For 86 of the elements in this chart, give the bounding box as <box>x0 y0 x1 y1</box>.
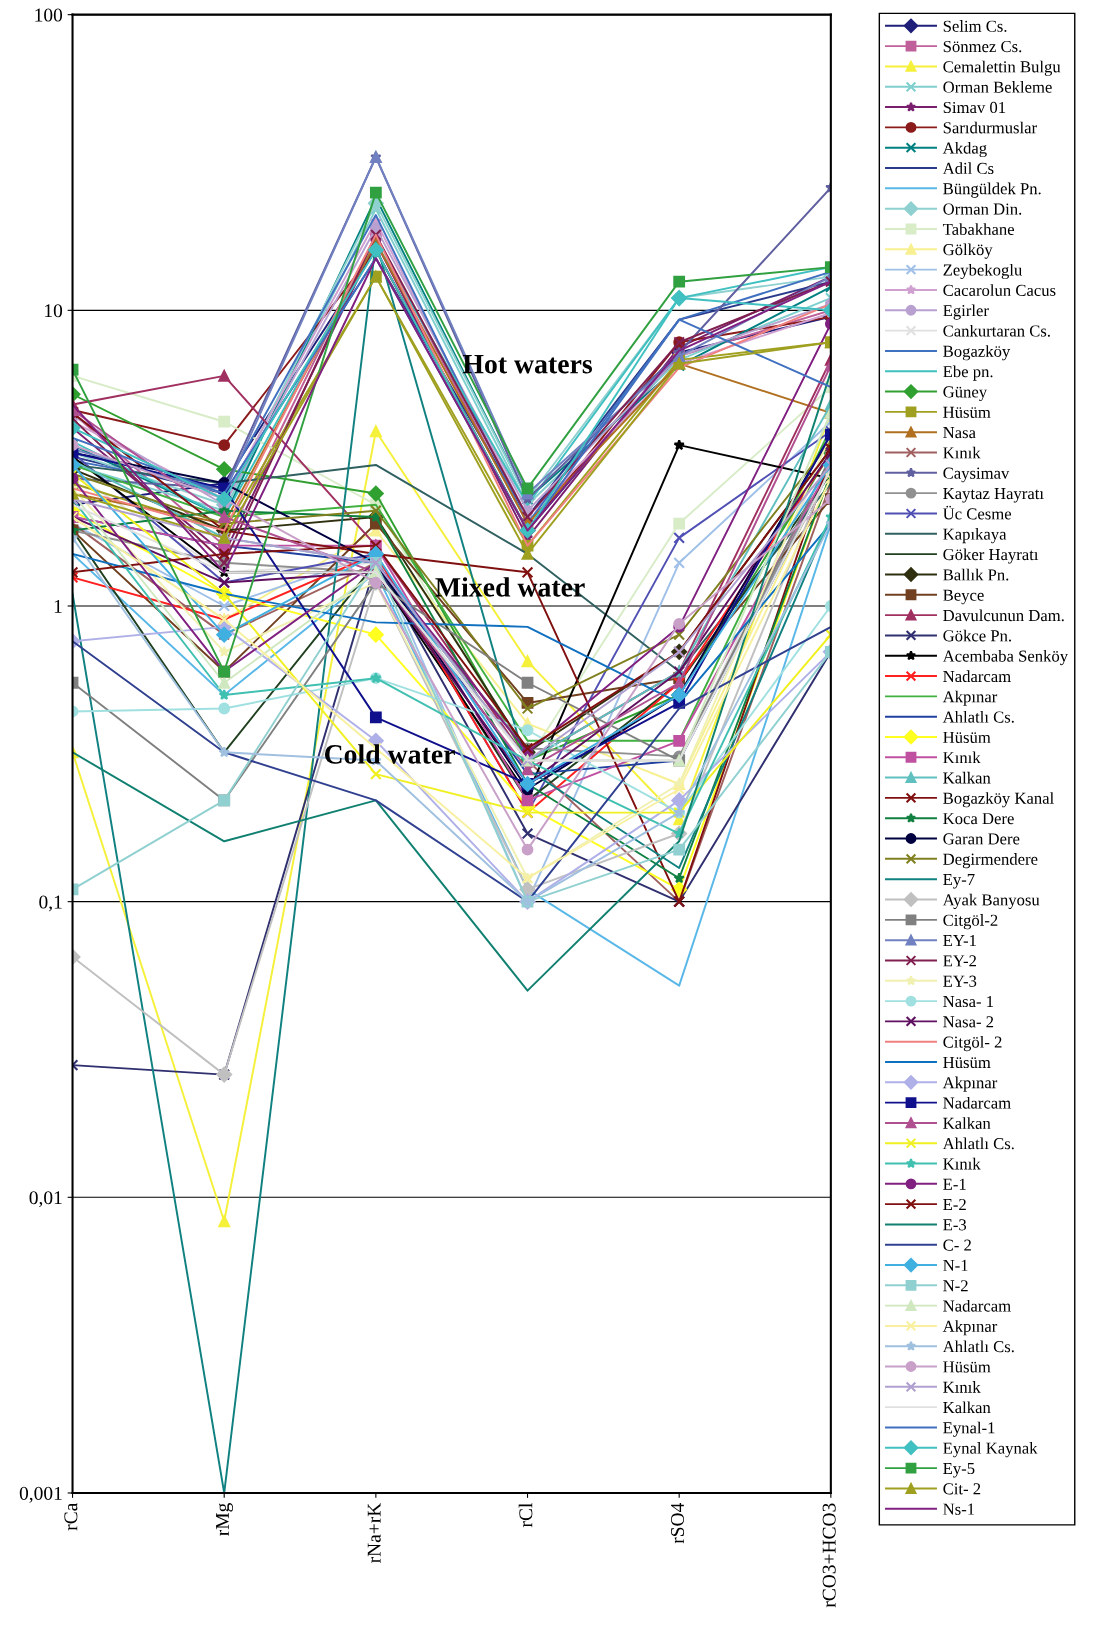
legend-label: Eynal-1 <box>943 1421 995 1437</box>
legend-label: Kınık <box>943 446 981 459</box>
legend-label: Gölköy <box>943 243 993 259</box>
legend-label: Kalkan <box>943 1401 991 1414</box>
legend-label: Kınık <box>943 751 981 764</box>
x-tick-label: rMg <box>216 1503 234 1536</box>
legend-label: Davulcunun Dam. <box>943 609 1064 622</box>
y-tick-label: 1 <box>54 599 62 613</box>
legend-label: Garan Dere <box>943 833 1020 845</box>
legend-label: Ahlatlı Cs. <box>942 710 1014 723</box>
legend-label: Göker Hayratı <box>943 548 1039 564</box>
legend-label: Sönmez Cs. <box>943 40 1022 53</box>
legend-label: Beyce <box>943 589 984 605</box>
legend-label: Hüsüm <box>943 406 991 418</box>
y-tick-label: 100 <box>35 8 63 22</box>
x-tick-label: rSO4 <box>670 1503 685 1544</box>
legend-label: Cit- 2 <box>943 1483 981 1495</box>
legend-label: Kınık <box>943 1381 981 1393</box>
legend-label: Akpınar <box>942 690 998 706</box>
legend-label: Acembaba Senköy <box>942 649 1069 666</box>
legend-label: Eynal Kaynak <box>943 1442 1038 1458</box>
legend-label: Akdag <box>942 141 987 158</box>
x-tick-label: rCl <box>518 1503 533 1528</box>
legend-label: Egirler <box>943 304 989 320</box>
legend-label: Sarıdurmuslar <box>943 121 1037 134</box>
legend-label: Citgöl- 2 <box>943 1035 1002 1052</box>
legend-label: Nadarcam <box>943 1299 1011 1312</box>
y-tick-label: 0,1 <box>39 895 62 912</box>
legend-label: Hüsüm <box>943 1056 991 1069</box>
legend-label: Cankurtaran Cs. <box>943 324 1050 337</box>
legend-label: Kalkan <box>943 771 991 784</box>
legend-label: Orman Bekleme <box>943 81 1052 93</box>
legend-label: Ayak Banyosu <box>942 893 1040 909</box>
legend-label: E-1 <box>943 1178 966 1190</box>
legend-label: Caysimav <box>943 467 1010 483</box>
legend-label: Ey-5 <box>943 1463 975 1478</box>
legend-label: Degirmendere <box>943 853 1038 869</box>
legend-label: N-2 <box>943 1280 968 1292</box>
legend-label: Bogazköy Kanal <box>943 792 1054 808</box>
legend-label: Akpınar <box>942 1076 998 1092</box>
x-tick-label: rCO3+HCO3 <box>822 1503 836 1608</box>
legend-label: Ebe pn. <box>943 365 993 381</box>
legend-label: Ahlatlı Cs. <box>942 1340 1014 1353</box>
legend-label: Nasa <box>943 427 976 439</box>
legend-label: Üc Cesme <box>943 505 1012 520</box>
legend-label: Ey-7 <box>943 874 975 889</box>
legend-label: Ahlatlı Cs. <box>942 1137 1014 1150</box>
legend-label: EY-1 <box>943 935 976 947</box>
x-tick-label: rNa+rK <box>367 1502 381 1563</box>
legend-label: EY-2 <box>943 955 976 967</box>
legend-label: Cemalettin Bulgu <box>943 60 1061 76</box>
y-tick-label: 0,001 <box>19 1486 62 1503</box>
legend-label: E-3 <box>943 1219 967 1231</box>
legend-label: Zeybekoglu <box>943 263 1022 280</box>
legend-label: N-1 <box>943 1259 968 1271</box>
legend-label: Büngüldek Pn. <box>943 182 1041 198</box>
legend-label: Güney <box>943 386 988 401</box>
legend-label: Nadarcam <box>943 670 1011 683</box>
y-tick-label: 10 <box>45 304 63 318</box>
legend-label: Akpınar <box>942 1320 998 1336</box>
legend-label: Adil Cs <box>942 162 994 175</box>
legend-label: Bogazköy <box>943 345 1011 361</box>
legend-label: EY-3 <box>943 975 977 987</box>
legend-label: Hüsüm <box>943 731 991 743</box>
legend-label: E-2 <box>943 1198 966 1210</box>
legend-label: Selim Cs. <box>943 20 1007 32</box>
legend-label: Kapıkaya <box>943 528 1007 544</box>
legend-label: Simav 01 <box>943 101 1006 114</box>
legend-label: Cacarolun Cacus <box>943 284 1056 296</box>
legend-label: Nasa- 1 <box>943 995 994 1008</box>
legend-label: Orman Din. <box>943 203 1022 215</box>
y-tick-label: 0,01 <box>29 1191 62 1208</box>
legend-label: Ns-1 <box>943 1503 975 1515</box>
legend-label: Nasa- 2 <box>943 1016 994 1028</box>
legend-label: Hüsüm <box>943 1361 991 1373</box>
legend-label: C- 2 <box>943 1239 971 1251</box>
legend-label: Kalkan <box>943 1117 991 1129</box>
legend-label: Gökce Pn. <box>943 629 1011 642</box>
legend-label: Ballık Pn. <box>943 568 1009 581</box>
legend-label: Nadarcam <box>943 1096 1011 1109</box>
legend-label: Koca Dere <box>943 813 1014 825</box>
legend-label: Kaytaz Hayratı <box>943 488 1044 503</box>
legend-label: Citgöl-2 <box>943 914 998 930</box>
x-tick-label: rCa <box>64 1502 78 1531</box>
legend-label: Kınık <box>943 1157 981 1170</box>
legend-label: Tabakhane <box>942 223 1015 235</box>
